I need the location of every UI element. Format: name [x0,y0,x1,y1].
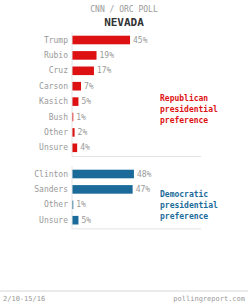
footer-left: 2/10-15/16 [3,295,45,303]
bar [72,216,78,225]
data-label: 7% [84,82,94,91]
axis-line [72,228,201,229]
data-label: 2% [78,128,88,137]
category-label: Rubio [44,51,68,60]
category-label: Clinton [34,170,68,179]
data-label: 5% [81,97,91,106]
bar [72,185,133,194]
data-label: 19% [100,51,115,60]
category-label: Kasich [39,97,68,106]
category-label: Unsure [39,216,68,225]
annotation: Democraticpresidential preference [160,188,218,220]
axis-line [72,156,201,157]
subtitle: CNN / ORC POLL [90,5,158,14]
annotation-line: presidential [160,199,218,209]
axis-line [72,166,73,229]
category-label: Trump [44,36,68,45]
annotation-line: Democratic [160,188,208,198]
annotation: Republicanpresidential preference [160,93,218,125]
category-label: Sanders [34,185,68,194]
data-label: 1% [76,113,86,122]
category-label: Bush [49,113,68,122]
bars [72,170,134,225]
bar [72,97,78,106]
category-label: Other [44,200,68,209]
bar [72,51,97,60]
category-label: Unsure [39,143,68,152]
chart: CNN / ORC POLL NEVADA Trump 45% Rubio 19% Cruz… [0,0,248,308]
annotation-line: preference [160,116,208,125]
category-label: Other [44,128,68,137]
category-label: Cruz [49,66,68,75]
data-label: 45% [133,36,148,45]
annotation-line: Republican [160,93,208,103]
annotation-line: preference [160,211,208,220]
bar [72,82,81,91]
data-label: 5% [81,216,91,225]
data-label: 48% [137,170,152,179]
axis-line [72,32,73,156]
bar [72,170,134,179]
annotation-line: presidential [160,104,218,114]
bars [72,36,130,152]
bar [72,144,77,153]
footer-right: pollingreport.com [173,295,245,303]
data-label: 17% [97,66,112,75]
category-label: Carson [39,82,68,91]
bar [72,36,130,45]
bar [72,67,94,76]
footer-separator [0,291,248,292]
data-label: 47% [136,185,151,194]
data-label: 1% [76,200,86,209]
title: NEVADA [104,16,144,29]
background [0,0,248,308]
data-label: 4% [80,143,90,152]
